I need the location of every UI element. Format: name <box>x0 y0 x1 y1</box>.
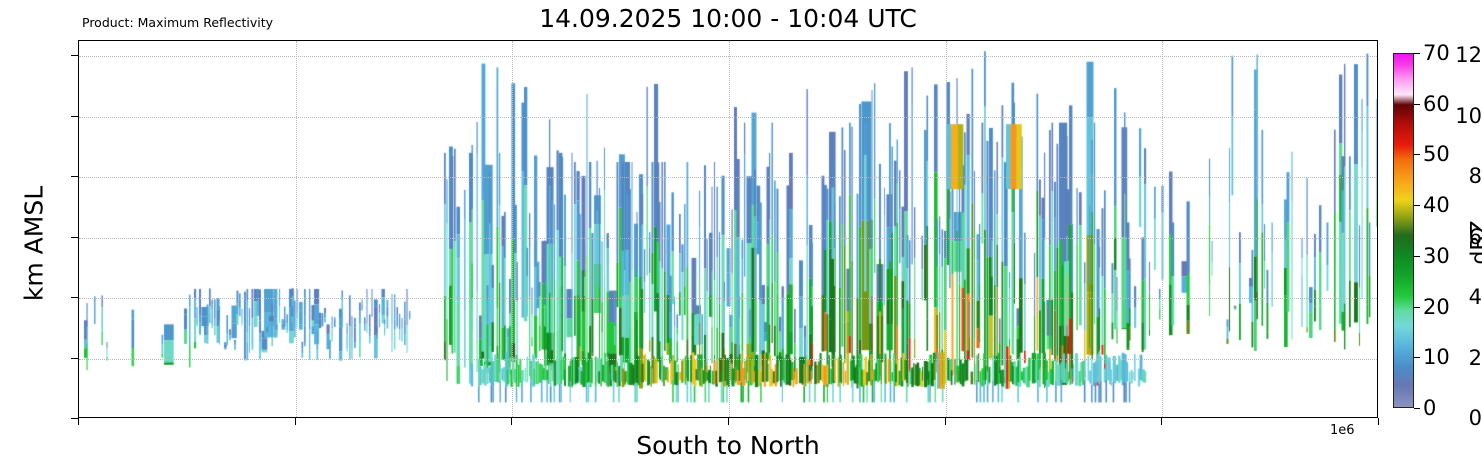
x-tick-mark <box>944 418 946 425</box>
colorbar-tick-mark <box>1414 357 1420 359</box>
y-tick-label: 0 <box>1468 406 1482 430</box>
x-tick-mark <box>1161 418 1163 425</box>
colorbar-tick-label: 30 <box>1423 243 1450 268</box>
plot-area <box>78 40 1378 418</box>
x-tick-mark <box>511 418 513 425</box>
x-axis-offset-label: 1e6 <box>1330 423 1355 438</box>
colorbar-label: dBZ <box>1467 220 1482 265</box>
x-axis-label: South to North <box>636 431 820 460</box>
y-tick-mark <box>71 297 78 299</box>
y-tick-label: 2 <box>1468 345 1482 370</box>
colorbar-tick-mark <box>1414 408 1420 409</box>
colorbar-gradient <box>1394 54 1413 407</box>
product-label: Product: Maximum Reflectivity <box>82 15 274 30</box>
colorbar-tick-label: 0 <box>1423 396 1437 420</box>
y-tick-mark <box>71 176 78 178</box>
y-tick-mark <box>71 418 78 419</box>
y-tick-mark <box>71 357 78 359</box>
colorbar-tick-mark <box>1414 154 1420 156</box>
colorbar-tick-label: 20 <box>1423 294 1450 319</box>
x-tick-mark <box>728 418 729 425</box>
y-tick-mark <box>71 55 78 57</box>
colorbar-tick-mark <box>1414 255 1420 257</box>
x-tick-mark <box>294 418 296 425</box>
y-tick-label: 6 <box>1468 224 1482 249</box>
colorbar-tick-label: 50 <box>1423 142 1450 167</box>
y-tick-label: 12 <box>1455 43 1482 68</box>
colorbar-tick-mark <box>1414 205 1420 207</box>
colorbar-tick-label: 10 <box>1423 345 1450 370</box>
reflectivity-heatmap <box>79 41 1377 417</box>
chart-title: 14.09.2025 10:00 - 10:04 UTC <box>539 4 917 33</box>
colorbar-tick-mark <box>1414 306 1420 308</box>
y-tick-mark <box>71 115 78 117</box>
y-tick-label: 4 <box>1468 285 1482 310</box>
y-tick-label: 8 <box>1468 164 1482 189</box>
x-tick-mark <box>78 418 79 425</box>
x-tick-mark <box>1378 418 1379 425</box>
y-tick-mark <box>71 236 78 238</box>
colorbar-tick-label: 60 <box>1423 91 1450 116</box>
colorbar-tick-mark <box>1414 103 1420 105</box>
colorbar-tick-label: 40 <box>1423 193 1450 218</box>
colorbar <box>1393 53 1414 408</box>
colorbar-tick-mark <box>1414 53 1420 54</box>
colorbar-tick-label: 70 <box>1423 41 1450 65</box>
y-axis-label: km AMSL <box>19 185 49 302</box>
y-tick-label: 10 <box>1455 103 1482 128</box>
